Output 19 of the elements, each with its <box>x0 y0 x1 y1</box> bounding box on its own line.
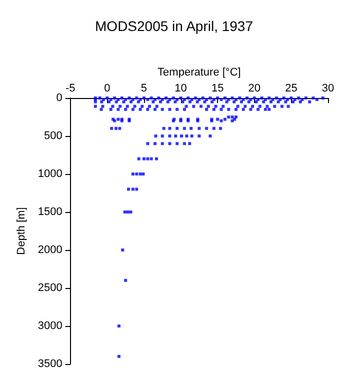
chart-title: MODS2005 in April, 1937 <box>95 18 254 34</box>
y-tick-label: 500 <box>44 130 62 142</box>
y-tick-label: 2500 <box>38 282 62 294</box>
y-tick-label: 1500 <box>38 206 62 218</box>
x-tick-label: 10 <box>174 82 187 94</box>
x-tick-label: 15 <box>211 82 224 94</box>
x-tick-label: 20 <box>248 82 261 94</box>
x-tick-label: -5 <box>65 82 76 94</box>
x-tick-label: 0 <box>104 82 110 94</box>
x-tick-label: 25 <box>285 82 298 94</box>
x-tick-label: 30 <box>322 82 334 94</box>
y-tick-label: 3500 <box>38 358 62 370</box>
y-axis-title: Depth [m] <box>16 207 28 255</box>
y-tick-label: 0 <box>56 92 62 104</box>
y-tick-label: 3000 <box>38 320 62 332</box>
x-tick-label: 5 <box>140 82 148 94</box>
y-tick-label: 2000 <box>38 244 62 256</box>
y-tick-label: 1000 <box>38 168 62 180</box>
x-axis-title: Temperature [°C] <box>158 66 241 78</box>
